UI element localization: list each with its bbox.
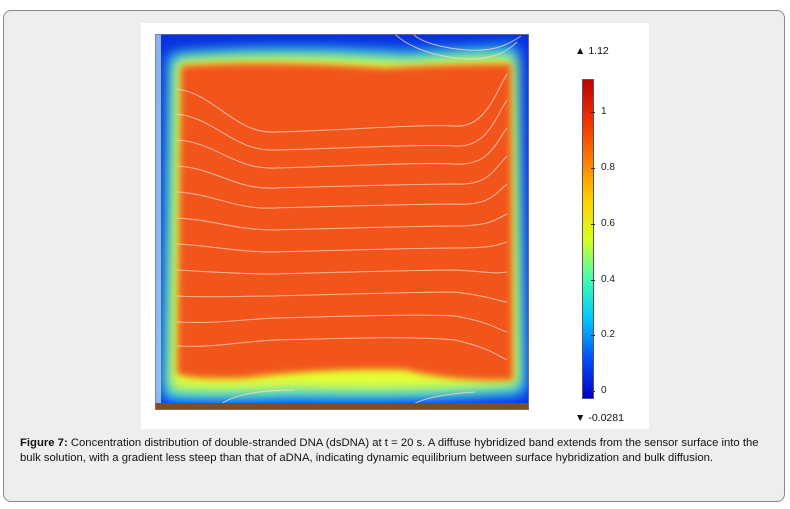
bulk-concentration-region bbox=[177, 63, 513, 381]
figure-card: ▲ 1.12 0 0.2 0.4 0.6 0.8 1 ▼ -0.0281 Figure 7… bbox=[3, 10, 785, 502]
left-wall-strip bbox=[155, 34, 161, 410]
figure-caption-text: Concentration distribution of double-str… bbox=[20, 437, 759, 464]
figure-label: Figure 7: bbox=[20, 437, 68, 449]
contour-lines bbox=[176, 34, 522, 410]
colorbar-max-value: 1.12 bbox=[588, 45, 609, 57]
triangle-up-icon: ▲ bbox=[575, 45, 586, 57]
figure-caption: Figure 7: Concentration distribution of … bbox=[20, 436, 772, 465]
colorbar-tick-label: 1 bbox=[601, 106, 607, 118]
colorbar-tick-label: 0.2 bbox=[601, 329, 615, 341]
colorbar-ticks: 0 0.2 0.4 0.6 0.8 1 bbox=[583, 80, 615, 398]
colorbar-tick-mark bbox=[591, 223, 595, 225]
colorbar-tick-label: 0.6 bbox=[601, 217, 615, 229]
triangle-down-icon: ▼ bbox=[575, 412, 586, 424]
colorbar-tick-mark bbox=[591, 112, 595, 114]
colorbar-min-label: ▼ -0.0281 bbox=[575, 412, 624, 424]
colorbar-tick-mark bbox=[591, 279, 595, 281]
colorbar-min-value: -0.0281 bbox=[588, 412, 624, 424]
concentration-plot bbox=[155, 34, 529, 410]
colorbar-tick-label: 0.8 bbox=[601, 162, 615, 174]
colorbar-tick-mark bbox=[591, 335, 595, 337]
colorbar: 0 0.2 0.4 0.6 0.8 1 bbox=[582, 79, 615, 399]
colorbar-tick-label: 0.4 bbox=[601, 273, 615, 285]
figure-image: ▲ 1.12 0 0.2 0.4 0.6 0.8 1 ▼ -0.0281 bbox=[141, 23, 649, 429]
colorbar-tick-label: 0 bbox=[601, 385, 607, 397]
colorbar-max-label: ▲ 1.12 bbox=[575, 45, 609, 57]
sensor-surface bbox=[155, 403, 529, 410]
colorbar-tick-mark bbox=[591, 168, 595, 170]
colorbar-tick-mark bbox=[591, 391, 595, 393]
